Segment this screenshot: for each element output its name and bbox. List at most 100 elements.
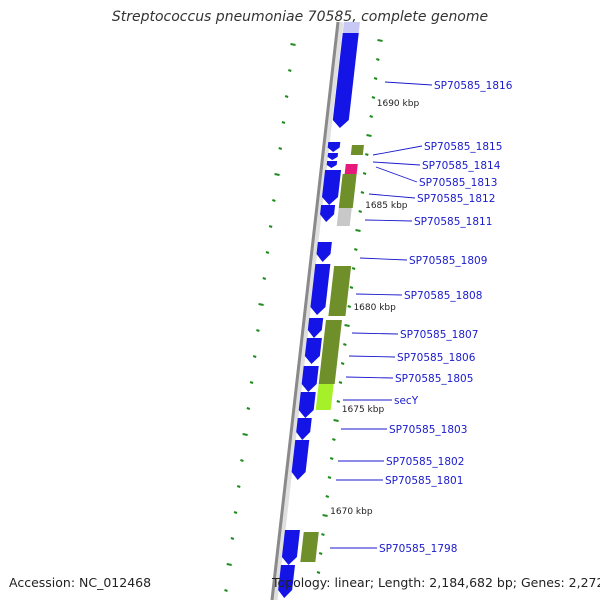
tick-mark [325,495,330,498]
tick-mark [327,476,332,479]
gene-label: SP70585_1805 [395,373,473,385]
gene-label: SP70585_1809 [409,255,487,267]
map-title: Streptococcus pneumoniae 70585, complete… [111,9,489,25]
accession-text: Accession: NC_012468 [9,575,152,590]
gene-feature [301,366,319,392]
label-leader-line [355,293,403,296]
tick-mark [365,153,369,156]
tick-mark [333,419,339,422]
tick-mark [287,69,292,72]
gene-label: SP70585_1814 [422,160,501,172]
tick-mark [377,39,383,42]
tick-mark [358,210,363,213]
gene-feature [304,338,322,364]
tick-mark [351,267,356,270]
tick-mark [246,407,251,410]
label-leader-line [368,193,416,199]
kbp-label: 1675 kbp [342,405,385,415]
tick-mark [274,173,280,176]
tick-mark [329,457,334,460]
gene-feature [291,440,310,480]
gene-feature [298,392,316,418]
label-leader-line [364,219,413,222]
tick-mark [355,229,361,232]
label-leader-line [384,81,433,86]
gene-feature [327,142,341,152]
tick-mark [369,115,374,118]
label-leader-line [348,355,396,358]
gene-feature [350,145,364,155]
genome-summary-text: Topology: linear; Length: 2,184,682 bp; … [272,575,600,590]
gene-label: secY [394,395,419,407]
tick-mark [230,537,235,540]
gene-feature [316,242,332,262]
gene-feature [315,384,334,410]
gene-label: SP70585_1798 [379,543,457,555]
tick-mark [375,58,380,61]
tick-mark [354,248,358,251]
tick-mark [360,191,365,194]
gene-label: SP70585_1803 [389,424,467,436]
gene-label: SP70585_1813 [419,177,497,189]
gene-feature [342,22,360,35]
tick-mark [236,485,241,488]
gene-feature [296,418,312,440]
gene-feature [307,318,324,338]
tick-mark [265,251,270,254]
tick-mark [321,533,325,536]
tick-mark [362,172,367,175]
tick-mark [268,225,273,228]
backbone-shadow [270,21,344,600]
tick-mark [290,43,296,46]
tick-mark [281,121,286,124]
label-leader-line [359,257,408,261]
tick-mark [252,355,257,358]
gene-feature [300,532,319,562]
tick-mark [242,433,248,436]
tick-mark [332,438,336,441]
label-leader-line [375,166,418,183]
label-leader-line [345,376,394,379]
gene-feature [318,320,342,384]
tick-mark [226,563,232,566]
gene-feature [281,530,300,565]
gene-feature [344,164,358,174]
tick-mark [340,362,345,365]
gene-label: SP70585_1802 [386,456,464,468]
tick-mark [349,286,354,289]
gene-label: SP70585_1801 [385,475,463,487]
tick-mark [256,329,260,332]
gene-label: SP70585_1815 [424,141,502,153]
gene-feature [338,174,357,208]
tick-mark [316,571,321,574]
tick-mark [343,343,347,346]
label-leader-line [351,332,399,335]
tick-mark [318,552,323,555]
gene-label: SP70585_1816 [434,80,513,92]
kbp-label: 1685 kbp [365,201,408,211]
label-leader-line [372,145,423,156]
gene-label: SP70585_1812 [417,193,495,205]
kbp-label: 1670 kbp [330,507,373,517]
tick-mark [338,381,343,384]
gene-feature [322,170,342,205]
tick-mark [240,459,244,462]
gene-label: SP70585_1807 [400,329,478,341]
tick-mark [258,303,264,306]
gene-feature [328,266,352,316]
gene-feature [278,565,295,598]
backbone-line [270,21,340,600]
tick-mark [233,511,238,514]
tick-mark [347,305,352,308]
tick-mark [322,514,328,517]
tick-mark [278,147,283,150]
gene-feature [310,264,331,315]
tick-mark [249,381,254,384]
gene-feature [326,161,338,168]
kbp-label: 1680 kbp [353,303,396,313]
gene-label: SP70585_1808 [404,290,482,302]
tick-mark [224,589,228,592]
label-leader-line [372,161,421,166]
tick-mark [336,400,341,403]
